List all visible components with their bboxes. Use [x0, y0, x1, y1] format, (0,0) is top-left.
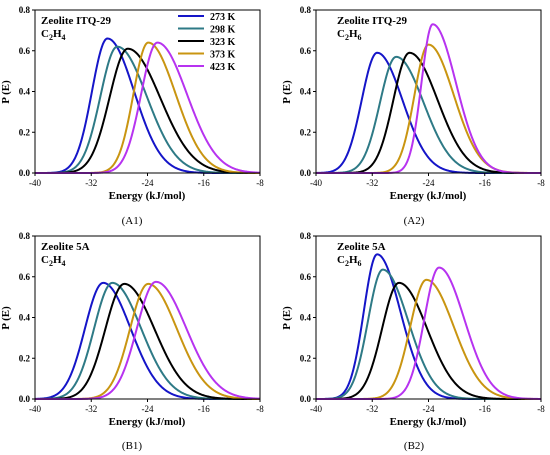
x-tick-label: -16 — [479, 404, 491, 414]
x-tick-label: -24 — [423, 178, 435, 188]
y-tick-label: 0.6 — [19, 46, 31, 56]
y-axis-label: P (E) — [0, 306, 12, 330]
panel-subtitle: C2H4 — [41, 28, 66, 42]
legend-label: 298 K — [210, 25, 236, 36]
panel-subtitle: C2H4 — [41, 254, 66, 268]
legend-label: 323 K — [210, 37, 236, 48]
y-tick-label: 0.6 — [19, 272, 31, 282]
x-tick-label: -40 — [310, 404, 322, 414]
panel-title: Zeolite ITQ-29 — [41, 15, 111, 27]
y-tick-label: 0.4 — [19, 313, 31, 323]
x-tick-label: -24 — [142, 404, 154, 414]
y-tick-label: 0.8 — [300, 5, 312, 15]
x-axis-label: Energy (kJ/mol) — [390, 416, 467, 428]
panel-title: Zeolite 5A — [41, 241, 90, 253]
x-tick-label: -32 — [366, 178, 378, 188]
series-line-373k — [315, 43, 542, 174]
legend-label: 273 K — [210, 12, 236, 23]
panel-label: (B1) — [122, 440, 143, 452]
x-axis-label: Energy (kJ/mol) — [390, 190, 467, 202]
plot-frame — [34, 235, 261, 400]
series-line-323k — [34, 47, 261, 174]
panel-a1: Zeolite ITQ-29 C2H4 Energy (kJ/mol) P (E… — [0, 5, 264, 227]
x-tick-label: -16 — [198, 404, 210, 414]
y-axis-label: P (E) — [281, 306, 293, 330]
panel-title: Zeolite 5A — [337, 241, 386, 253]
panel-label: (A2) — [404, 215, 425, 227]
panel-subtitle: C2H6 — [337, 254, 362, 268]
y-tick-label: 0.8 — [300, 231, 312, 241]
y-tick-label: 0.4 — [300, 87, 312, 97]
x-tick-label: -8 — [537, 178, 545, 188]
series-line-273k — [34, 281, 261, 400]
x-tick-label: -16 — [479, 178, 491, 188]
panel-subtitle: C2H6 — [337, 28, 362, 42]
y-tick-label: 0.2 — [300, 127, 312, 137]
series-line-273k — [315, 253, 542, 400]
legend-label: 423 K — [210, 62, 236, 73]
x-tick-label: -8 — [256, 404, 264, 414]
x-tick-label: -32 — [85, 404, 97, 414]
x-tick-label: -8 — [256, 178, 264, 188]
x-axis-label: Energy (kJ/mol) — [109, 416, 186, 428]
y-tick-label: 0.0 — [19, 394, 31, 404]
y-tick-label: 0.6 — [300, 46, 312, 56]
panel-b2: Zeolite 5A C2H6 Energy (kJ/mol) P (E) (B… — [281, 231, 545, 452]
series-line-298k — [34, 281, 261, 400]
y-tick-label: 0.2 — [19, 353, 31, 363]
y-tick-label: 0.0 — [300, 168, 312, 178]
x-tick-label: -24 — [142, 178, 154, 188]
y-tick-label: 0.6 — [300, 272, 312, 282]
panel-label: (A1) — [122, 215, 143, 227]
y-tick-label: 0.4 — [19, 87, 31, 97]
panel-b1: Zeolite 5A C2H4 Energy (kJ/mol) P (E) (B… — [0, 231, 264, 452]
panel-a2: Zeolite ITQ-29 C2H6 Energy (kJ/mol) P (E… — [281, 5, 545, 227]
panel-title: Zeolite ITQ-29 — [337, 15, 407, 27]
x-tick-label: -32 — [85, 178, 97, 188]
x-tick-label: -8 — [537, 404, 545, 414]
y-tick-label: 0.0 — [19, 168, 31, 178]
legend-label: 373 K — [210, 50, 236, 61]
y-axis-label: P (E) — [0, 80, 12, 104]
series-line-323k — [34, 282, 261, 400]
x-tick-label: -16 — [198, 178, 210, 188]
x-tick-label: -40 — [310, 178, 322, 188]
x-tick-label: -32 — [366, 404, 378, 414]
x-axis-label: Energy (kJ/mol) — [109, 190, 186, 202]
y-axis-label: P (E) — [281, 80, 293, 104]
x-tick-label: -24 — [423, 404, 435, 414]
y-tick-label: 0.8 — [19, 5, 31, 15]
series-line-298k — [315, 55, 542, 174]
panel-label: (B2) — [404, 440, 425, 452]
y-tick-label: 0.8 — [19, 231, 31, 241]
y-tick-label: 0.2 — [300, 353, 312, 363]
y-tick-label: 0.2 — [19, 127, 31, 137]
x-tick-label: -40 — [29, 404, 41, 414]
y-tick-label: 0.4 — [300, 313, 312, 323]
x-tick-label: -40 — [29, 178, 41, 188]
y-tick-label: 0.0 — [300, 394, 312, 404]
